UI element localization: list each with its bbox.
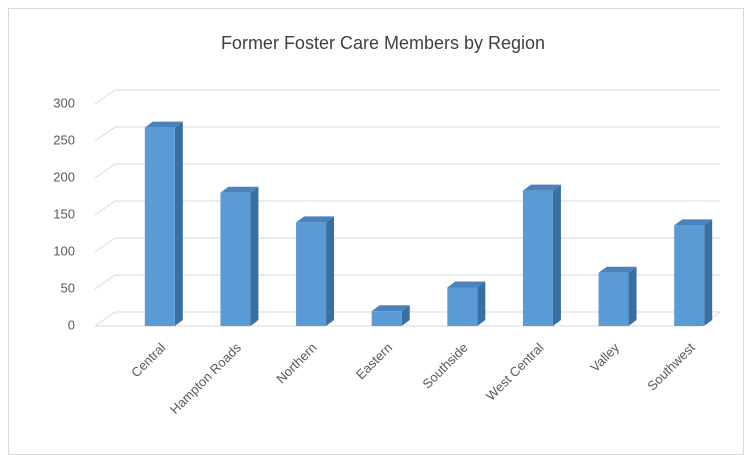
y-tick-label: 50	[61, 280, 75, 295]
bar	[674, 219, 713, 326]
grid-line	[94, 200, 720, 216]
bar	[447, 281, 486, 326]
bar-top	[674, 219, 713, 226]
bar-side	[250, 186, 259, 326]
bar-top	[371, 305, 410, 312]
y-tick-label: 300	[53, 95, 75, 110]
bar-top	[296, 216, 335, 223]
grid-line	[94, 274, 720, 290]
bar-side	[174, 121, 183, 327]
bar-side	[552, 184, 561, 326]
bar-top	[144, 121, 183, 128]
y-tick-label: 250	[53, 132, 75, 147]
chart-title: Former Foster Care Members by Region	[221, 33, 545, 53]
y-tick-label: 100	[53, 243, 75, 258]
bar	[144, 121, 183, 327]
grid-line	[94, 237, 720, 253]
bar	[296, 216, 335, 326]
bar	[371, 305, 410, 326]
chart-border	[8, 8, 744, 455]
bar-side	[477, 281, 486, 326]
bar-front	[447, 287, 478, 326]
bar-front	[144, 127, 175, 327]
y-tick-label: 150	[53, 206, 75, 221]
bar	[598, 266, 637, 326]
bar-top	[598, 266, 637, 273]
bar-side	[628, 266, 637, 326]
grid-line	[94, 126, 720, 142]
bar-front	[522, 190, 553, 326]
bar-front	[220, 192, 251, 326]
bar-front	[598, 272, 629, 326]
bar-front	[674, 225, 705, 326]
bar-side	[326, 216, 335, 326]
bar	[522, 184, 561, 326]
bar-front	[371, 311, 402, 326]
bar-top	[220, 186, 259, 193]
bar-top	[522, 184, 561, 191]
grid-line	[94, 311, 720, 327]
bar-side	[704, 219, 713, 326]
bar	[220, 186, 259, 326]
bar-side	[401, 305, 410, 326]
y-tick-label: 200	[53, 169, 75, 184]
grid-line	[94, 89, 720, 105]
grid-line	[94, 163, 720, 179]
bar-front	[296, 222, 327, 326]
y-tick-label: 0	[68, 317, 75, 332]
bar-top	[447, 281, 486, 288]
